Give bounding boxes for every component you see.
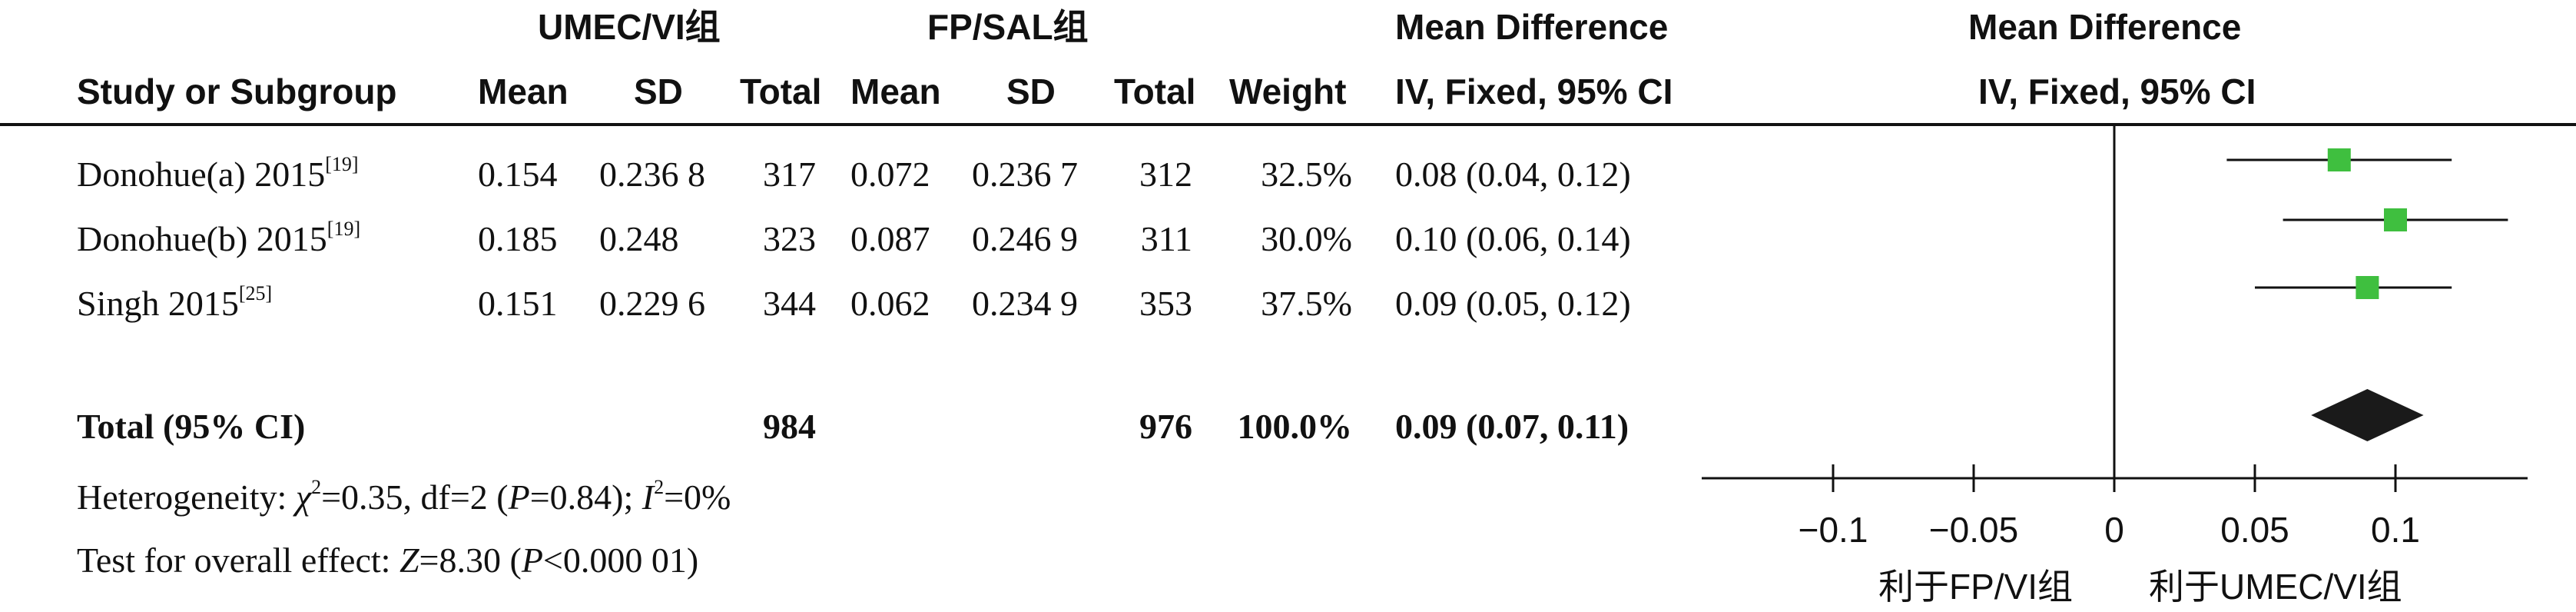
favours-right-label: 利于UMEC/VI组 — [2149, 569, 2402, 604]
pooled-diamond — [2311, 389, 2423, 441]
favours-left-label: 利于FP/VI组 — [1878, 569, 2073, 604]
x-tick-label: −0.1 — [1799, 512, 1868, 547]
x-tick-label: −0.05 — [1929, 512, 2018, 547]
x-tick-label: 0.1 — [2371, 512, 2420, 547]
study-point-marker — [2328, 148, 2351, 171]
study-point-marker — [2356, 276, 2379, 299]
study-point-marker — [2384, 208, 2407, 231]
x-tick-label: 0.05 — [2220, 512, 2289, 547]
x-tick-label: 0 — [2104, 512, 2124, 547]
